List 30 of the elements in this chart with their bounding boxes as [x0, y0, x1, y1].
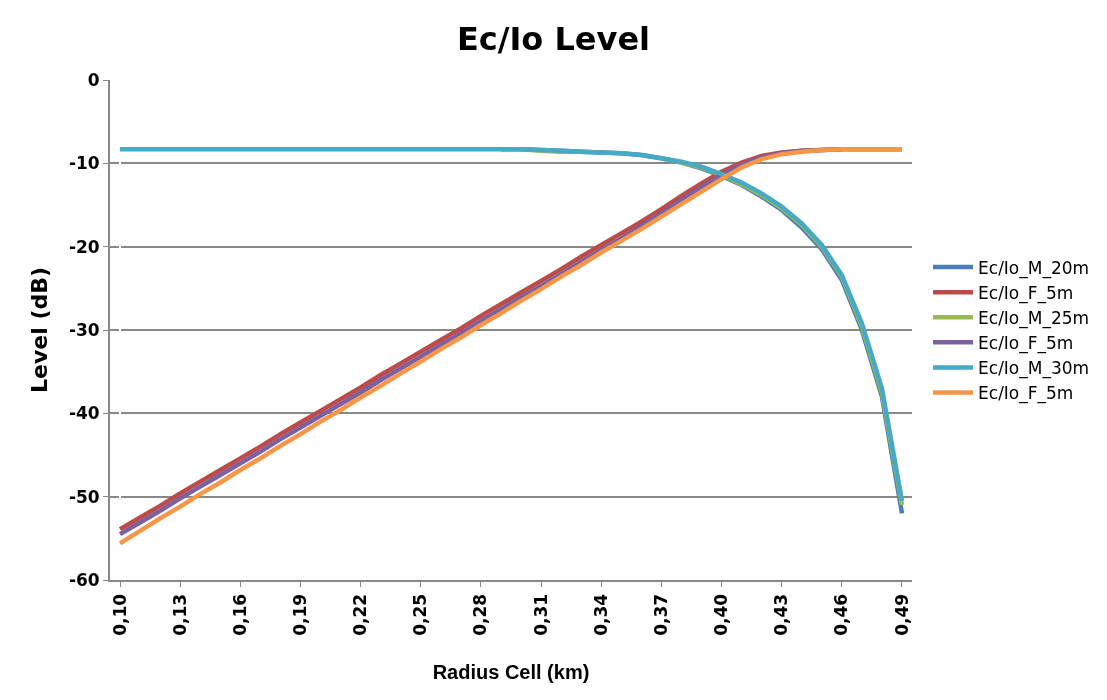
y-tick-label: -30: [68, 319, 100, 340]
x-tick-label: 0,13: [169, 593, 190, 636]
x-tick-label: 0,16: [229, 593, 250, 636]
x-tick-label: 0,34: [590, 593, 611, 636]
x-tick-label: 0,10: [109, 593, 130, 636]
legend-label: Ec/Io_F_5m: [978, 383, 1074, 405]
x-tick-label: 0,37: [650, 593, 671, 636]
legend-label: Ec/Io_F_5m: [978, 332, 1074, 354]
legend-label: Ec/Io_M_20m: [978, 257, 1090, 279]
x-tick-label: 0,25: [410, 593, 431, 636]
legend-label: Ec/Io_M_30m: [978, 358, 1090, 380]
y-tick-label: -20: [68, 236, 100, 257]
y-tick-label: -10: [68, 153, 100, 174]
x-tick-label: 0,43: [771, 593, 792, 636]
x-tick-label: 0,40: [711, 593, 732, 636]
y-tick-label: -50: [68, 486, 100, 507]
x-tick-label: 0,46: [831, 593, 852, 636]
y-axis-title: Level (dB): [27, 266, 53, 394]
y-tick-label: -60: [68, 569, 100, 590]
x-tick-label: 0,28: [470, 593, 491, 636]
y-tick-label: 0: [87, 69, 100, 90]
x-tick-label: 0,31: [530, 593, 551, 636]
legend-label: Ec/Io_M_25m: [978, 307, 1090, 329]
x-tick-label: 0,19: [290, 593, 311, 636]
y-tick-label: -40: [68, 403, 100, 424]
x-tick-label: 0,49: [891, 593, 912, 636]
chart-title: Ec/Io Level: [456, 20, 651, 59]
legend-label: Ec/Io_F_5m: [978, 282, 1074, 304]
x-axis-title: Radius Cell (km): [432, 660, 590, 683]
x-tick-label: 0,22: [350, 593, 371, 636]
